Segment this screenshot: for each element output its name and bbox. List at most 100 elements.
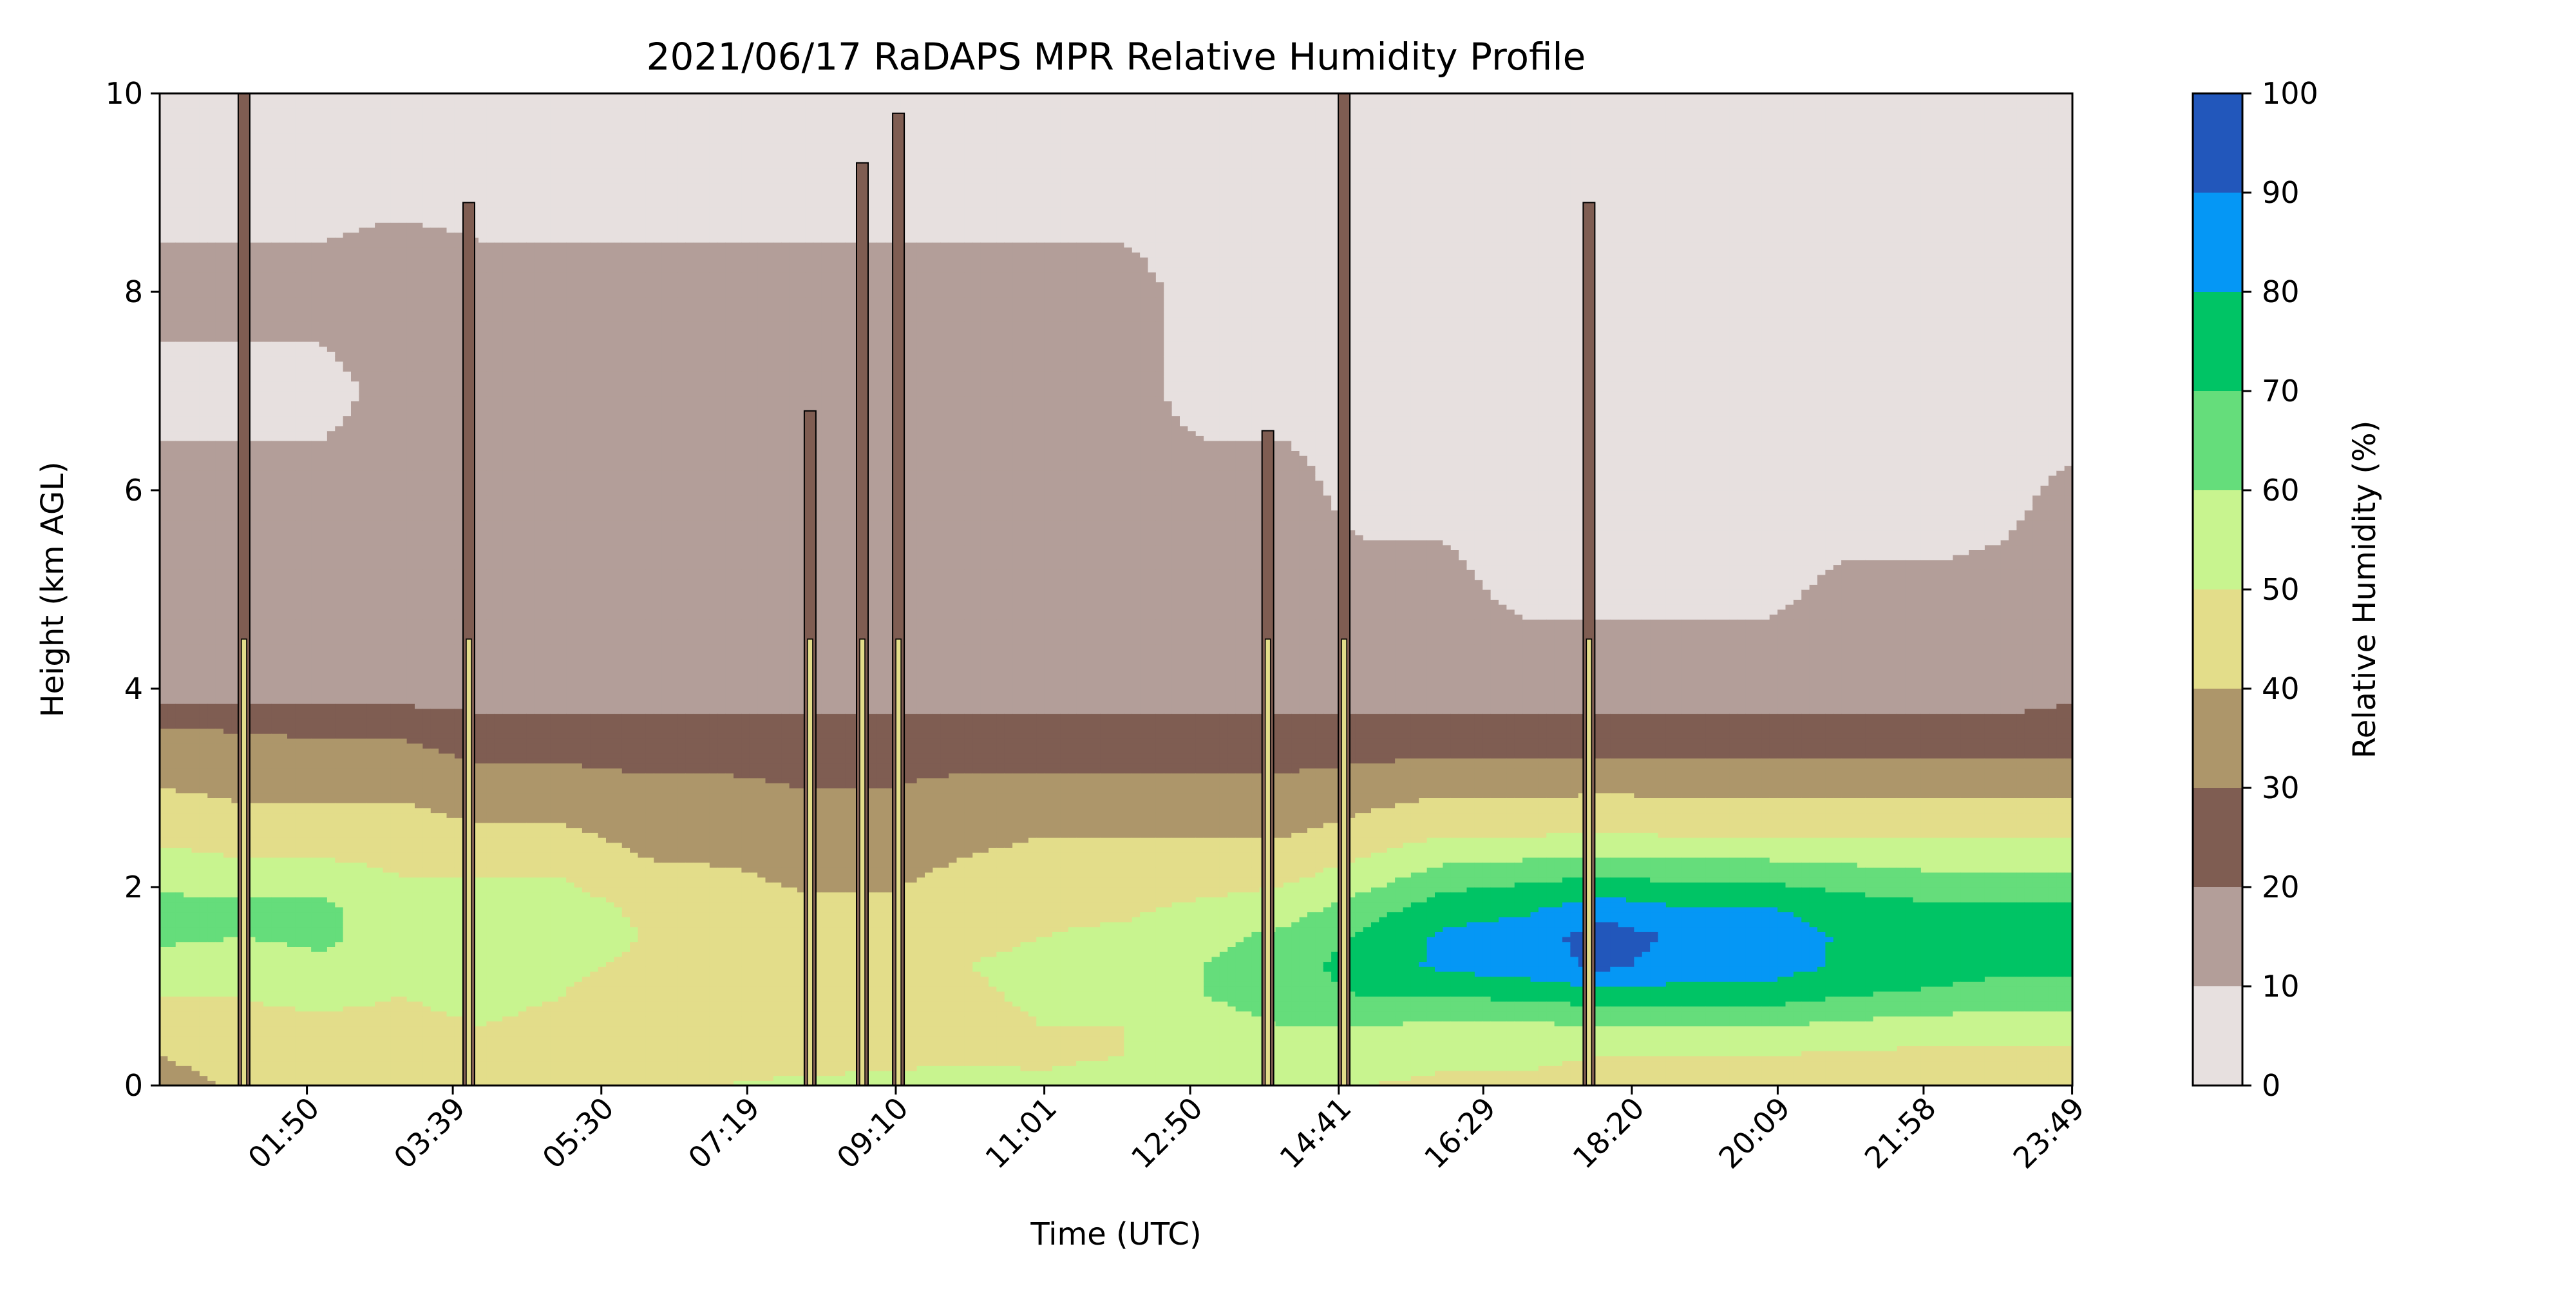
rh-field-cell [192, 183, 200, 188]
rh-field-cell [167, 138, 176, 143]
rh-field-cell [200, 481, 208, 486]
rh-field-cell [207, 684, 216, 689]
rh-field-cell [223, 872, 232, 877]
rh-field-cell [271, 183, 279, 188]
rh-field-cell [160, 153, 168, 158]
rh-field-cell [223, 729, 232, 734]
rh-field-cell [279, 1056, 288, 1061]
rh-field-cell [256, 173, 264, 178]
rh-field-cell [271, 108, 279, 113]
rh-field-cell [184, 317, 192, 322]
rh-field-cell [287, 347, 296, 352]
rh-field-cell [271, 347, 279, 352]
rh-field-cell [200, 227, 208, 233]
rh-field-cell [216, 426, 224, 431]
rh-field-cell [216, 788, 224, 793]
rh-field-cell [176, 426, 184, 431]
rh-field-cell [271, 748, 279, 753]
rh-field-cell [160, 381, 168, 387]
rh-field-cell [176, 580, 184, 585]
rh-field-cell [192, 347, 200, 352]
rh-field-cell [223, 1041, 232, 1046]
rh-field-cell [287, 684, 296, 689]
rh-field-cell [167, 510, 176, 515]
rh-field-cell [184, 1006, 192, 1011]
rh-field-cell [200, 435, 208, 441]
rh-field-cell [271, 575, 279, 580]
rh-field-cell [176, 347, 184, 352]
rh-field-cell [160, 510, 168, 515]
rh-field-cell [223, 113, 232, 119]
rh-field-cell [176, 783, 184, 788]
rh-field-cell [263, 133, 272, 139]
rh-field-cell [207, 317, 216, 322]
rh-field-cell [287, 267, 296, 273]
rh-field-cell [184, 694, 192, 699]
rh-field-cell [176, 575, 184, 580]
rh-field-cell [200, 119, 208, 124]
rh-field-cell [279, 485, 288, 490]
rh-field-cell [176, 793, 184, 798]
rh-field-cell [271, 481, 279, 486]
rh-field-cell [200, 743, 208, 749]
rh-field-cell [200, 341, 208, 347]
rh-field-cell [192, 401, 200, 406]
rh-field-cell [263, 202, 272, 207]
rh-field-cell [271, 1071, 279, 1076]
rh-field-cell [192, 748, 200, 753]
rh-field-cell [207, 505, 216, 510]
rh-field-cell [200, 455, 208, 461]
rh-field-cell [271, 927, 279, 932]
rh-field-cell [271, 654, 279, 659]
rh-field-cell [279, 1021, 288, 1026]
rh-field-cell [287, 560, 296, 565]
rh-field-cell [271, 168, 279, 173]
rh-field-cell [192, 783, 200, 788]
rh-field-cell [176, 565, 184, 570]
rh-field-cell [223, 654, 232, 659]
rh-field-cell [192, 341, 200, 347]
rh-field-cell [184, 952, 192, 957]
rh-field-cell [160, 555, 168, 560]
rh-field-cell [167, 336, 176, 341]
rh-field-cell [207, 297, 216, 302]
rh-field-cell [200, 803, 208, 808]
rh-field-cell [271, 763, 279, 769]
rh-field-cell [216, 218, 224, 223]
rh-field-cell [200, 639, 208, 644]
rh-field-cell [176, 351, 184, 356]
rh-field-cell [192, 207, 200, 213]
rh-field-cell [287, 952, 296, 957]
rh-field-cell [223, 986, 232, 991]
rh-field-cell [279, 565, 288, 570]
rh-field-cell [279, 1016, 288, 1021]
rh-field-cell [200, 837, 208, 843]
rh-field-cell [167, 832, 176, 837]
rh-field-cell [160, 615, 168, 620]
rh-field-cell [271, 421, 279, 426]
rh-field-cell [216, 113, 224, 119]
rh-field-cell [223, 351, 232, 356]
rh-field-cell [279, 991, 288, 997]
rh-field-cell [160, 962, 168, 967]
rh-field-cell [200, 843, 208, 848]
rh-field-cell [192, 1006, 200, 1011]
rh-field-cell [207, 525, 216, 530]
rh-field-cell [216, 1041, 224, 1046]
rh-field-cell [192, 202, 200, 207]
rh-field-cell [207, 595, 216, 600]
rh-field-cell [256, 103, 264, 108]
rh-field-cell [160, 406, 168, 411]
rh-field-cell [176, 1066, 184, 1071]
rh-field-cell [271, 466, 279, 471]
rh-field-cell [200, 674, 208, 679]
rh-field-cell [160, 376, 168, 381]
rh-field-cell [192, 575, 200, 580]
rh-field-cell [176, 733, 184, 738]
rh-field-cell [287, 481, 296, 486]
rh-field-cell [160, 287, 168, 292]
rh-field-cell [184, 525, 192, 530]
rh-field-cell [263, 257, 272, 262]
rh-field-cell [160, 669, 168, 674]
rh-field-cell [216, 952, 224, 957]
